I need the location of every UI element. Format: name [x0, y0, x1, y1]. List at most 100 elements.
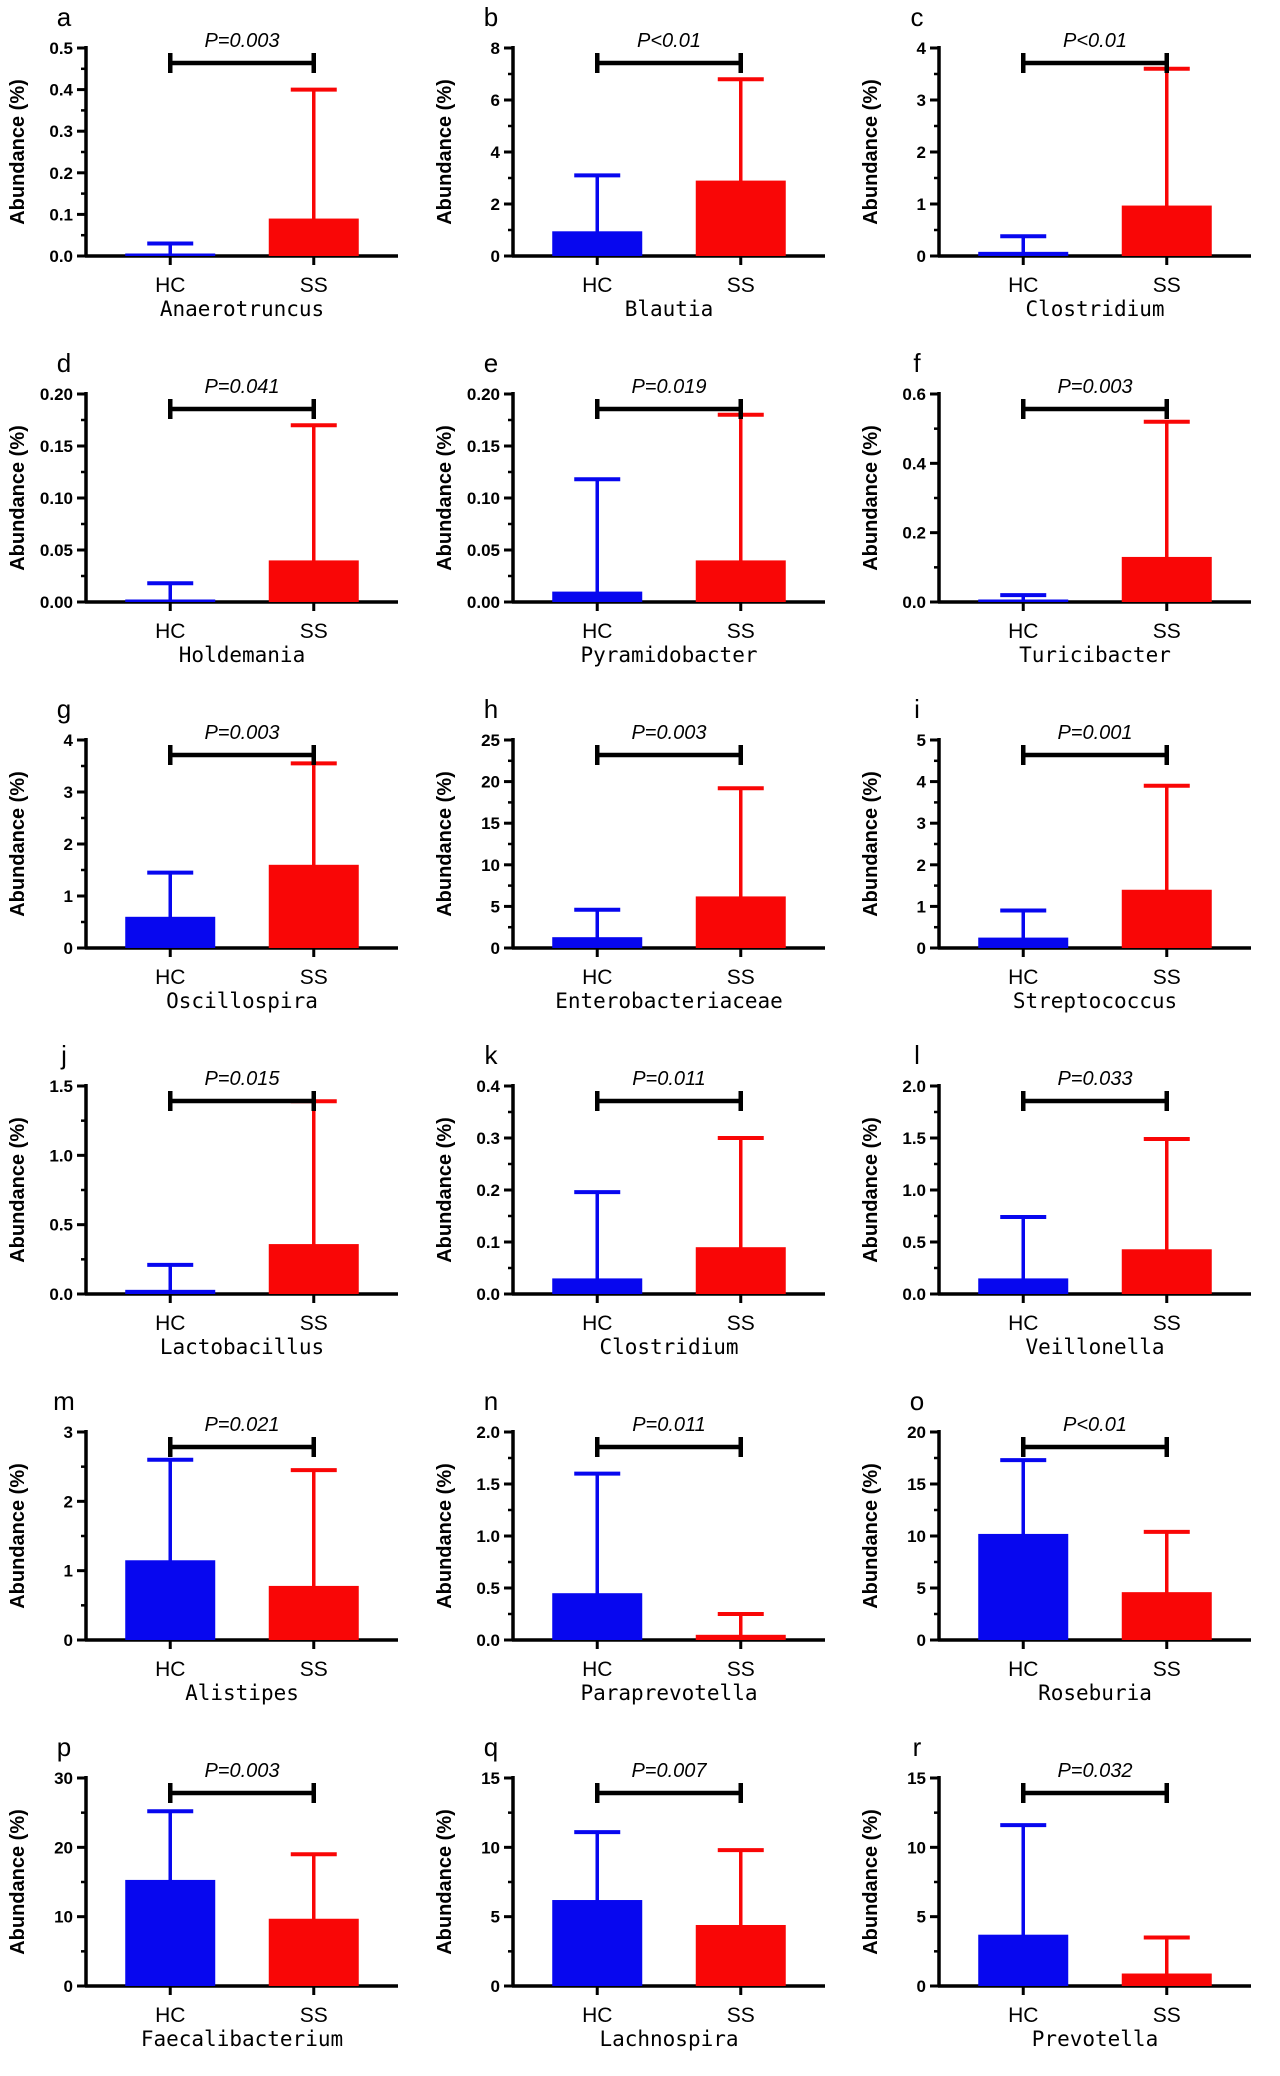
bar-hc — [978, 937, 1069, 948]
panel-letter: l — [914, 1040, 920, 1070]
bar-hc — [125, 916, 216, 948]
y-axis-title: Abundance (%) — [7, 1463, 29, 1609]
p-value-label: P=0.003 — [204, 1760, 279, 1782]
taxon-label: Veillonella — [1026, 1335, 1165, 1359]
panel-letter: r — [913, 1732, 922, 1762]
bar-hc — [978, 1278, 1069, 1294]
y-tick-label: 0.0 — [49, 1285, 73, 1304]
y-tick-label: 10 — [907, 1527, 926, 1546]
y-axis-title: Abundance (%) — [860, 425, 882, 571]
group-label-ss: SS — [300, 966, 328, 989]
group-label-hc: HC — [582, 274, 612, 297]
y-tick-label: 15 — [481, 814, 500, 833]
bar-ss — [695, 180, 786, 256]
y-tick-label: 0.0 — [903, 593, 927, 612]
bar-hc — [551, 591, 642, 602]
taxon-label: Roseburia — [1038, 1681, 1152, 1705]
panel-svg-o: o Abundance (%) 0 5 10 15 20 HC SS P<0.01 Roseburi… — [860, 1386, 1252, 1705]
group-label-ss: SS — [1153, 1658, 1181, 1681]
taxon-label: Lachnospira — [599, 2027, 738, 2051]
y-axis-title: Abundance (%) — [860, 1117, 882, 1263]
p-value-label: P=0.003 — [204, 30, 279, 52]
p-value-label: P=0.011 — [632, 1414, 706, 1436]
taxon-label: Blautia — [624, 297, 713, 321]
group-label-hc: HC — [1008, 1312, 1038, 1335]
group-label-ss: SS — [1153, 274, 1181, 297]
y-axis-title: Abundance (%) — [434, 425, 456, 571]
y-tick-label: 0.05 — [40, 541, 73, 560]
y-tick-label: 1 — [64, 887, 73, 906]
panel-letter: b — [483, 2, 497, 32]
panel-letter: j — [60, 1040, 67, 1070]
group-label-ss: SS — [300, 2004, 328, 2027]
panel-q: q Abundance (%) 0 5 10 15 HC SS P=0.007 Lachnospi… — [427, 1730, 853, 2076]
taxon-label: Clostridium — [599, 1335, 738, 1359]
taxon-label: Prevotella — [1032, 2027, 1158, 2051]
bar-hc — [551, 1593, 642, 1640]
panel-p: p Abundance (%) 0 10 20 30 HC SS P=0.003 Faecalib… — [0, 1730, 426, 2076]
p-value-label: P=0.032 — [1058, 1760, 1133, 1782]
y-tick-label: 10 — [481, 856, 500, 875]
group-label-ss: SS — [726, 1312, 754, 1335]
y-axis-title: Abundance (%) — [7, 425, 29, 571]
group-label-hc: HC — [582, 2004, 612, 2027]
y-tick-label: 0.6 — [903, 385, 927, 404]
panel-n: n Abundance (%) 0.0 0.5 1.0 1.5 2.0 HC SS P=0.011… — [427, 1384, 853, 1730]
y-tick-label: 15 — [481, 1769, 500, 1788]
y-tick-label: 1.0 — [903, 1181, 927, 1200]
y-axis-title: Abundance (%) — [7, 1809, 29, 1955]
y-tick-label: 2.0 — [476, 1423, 500, 1442]
group-label-hc: HC — [1008, 1658, 1038, 1681]
panel-svg-n: n Abundance (%) 0.0 0.5 1.0 1.5 2.0 HC SS P=0.011… — [434, 1386, 825, 1705]
y-tick-label: 0.4 — [49, 81, 73, 100]
y-tick-label: 0.3 — [49, 122, 73, 141]
bar-ss — [268, 218, 359, 256]
bar-hc — [125, 599, 216, 602]
panel-d: d Abundance (%) 0.00 0.05 0.10 0.15 0.20 HC SS P=… — [0, 346, 426, 692]
bar-ss — [1122, 1973, 1213, 1986]
group-label-ss: SS — [726, 2004, 754, 2027]
bar-ss — [1122, 556, 1213, 602]
panel-svg-q: q Abundance (%) 0 5 10 15 HC SS P=0.007 Lachnospi… — [434, 1732, 825, 2051]
p-value-label: P=0.007 — [631, 1760, 707, 1782]
group-label-ss: SS — [300, 1658, 328, 1681]
panel-letter: p — [57, 1732, 71, 1762]
panel-letter: c — [911, 2, 924, 32]
y-tick-label: 0 — [64, 939, 73, 958]
y-tick-label: 10 — [907, 1838, 926, 1857]
y-tick-label: 0 — [917, 939, 926, 958]
panel-m: m Abundance (%) 0 1 2 3 HC SS P=0.021 Alistipes — [0, 1384, 426, 1730]
y-axis-title: Abundance (%) — [434, 79, 456, 225]
y-tick-label: 0 — [64, 1631, 73, 1650]
y-tick-label: 4 — [917, 773, 927, 792]
y-axis-title: Abundance (%) — [434, 1809, 456, 1955]
bar-ss — [695, 1634, 786, 1640]
group-label-hc: HC — [155, 1312, 185, 1335]
y-tick-label: 0.1 — [49, 205, 73, 224]
y-tick-label: 0.4 — [903, 454, 927, 473]
group-label-hc: HC — [155, 620, 185, 643]
y-tick-label: 0.20 — [40, 385, 73, 404]
y-tick-label: 5 — [917, 1579, 926, 1598]
group-label-ss: SS — [300, 620, 328, 643]
panel-letter: i — [914, 694, 920, 724]
p-value-label: P<0.01 — [1063, 1414, 1127, 1436]
bar-hc — [125, 253, 216, 256]
taxon-label: Clostridium — [1026, 297, 1165, 321]
y-tick-label: 0 — [917, 1977, 926, 1996]
y-tick-label: 0.0 — [476, 1631, 500, 1650]
panel-e: e Abundance (%) 0.00 0.05 0.10 0.15 0.20 HC SS P=… — [427, 346, 853, 692]
group-label-ss: SS — [1153, 2004, 1181, 2027]
panel-letter: n — [483, 1386, 497, 1416]
p-value-label: P=0.041 — [204, 376, 279, 398]
y-axis-title: Abundance (%) — [860, 79, 882, 225]
bar-ss — [695, 896, 786, 948]
y-tick-label: 10 — [481, 1838, 500, 1857]
panel-j: j Abundance (%) 0.0 0.5 1.0 1.5 HC SS P=0.015 Lac… — [0, 1038, 426, 1384]
y-tick-label: 1.5 — [49, 1077, 73, 1096]
y-tick-label: 0.0 — [476, 1285, 500, 1304]
group-label-hc: HC — [1008, 966, 1038, 989]
y-tick-label: 4 — [64, 731, 74, 750]
y-axis-title: Abundance (%) — [434, 771, 456, 917]
bar-ss — [268, 1585, 359, 1640]
